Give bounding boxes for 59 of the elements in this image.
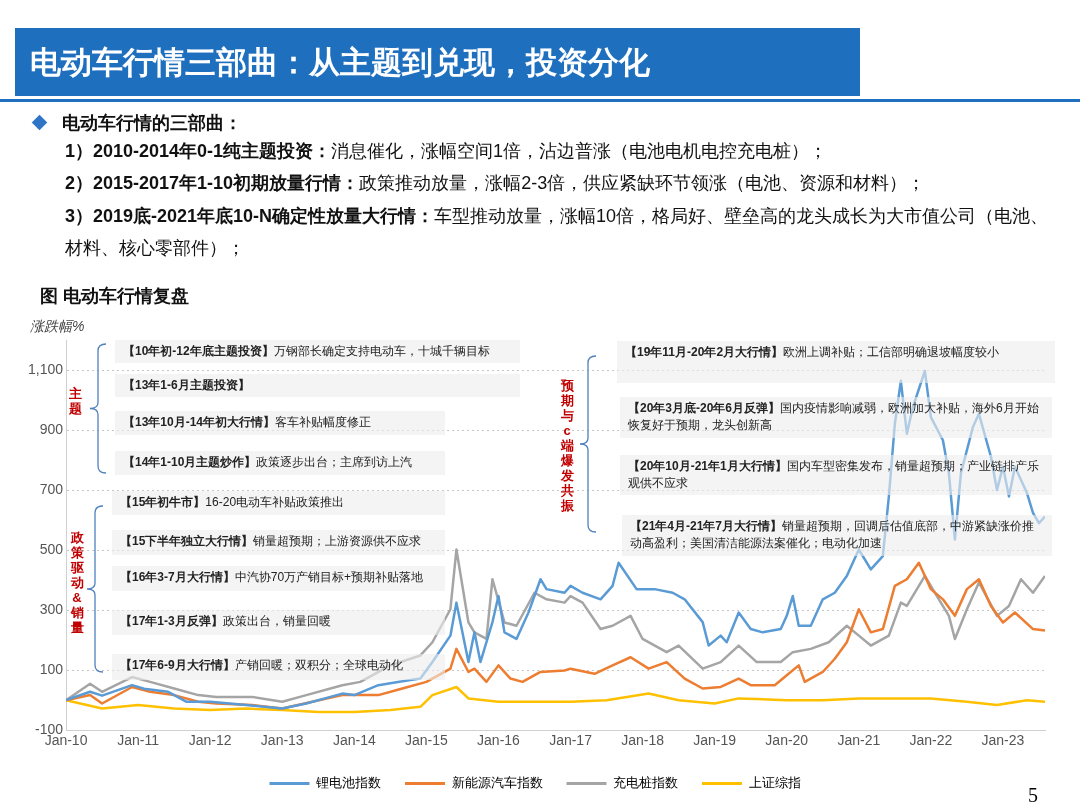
note-box: 【15下半年独立大行情】销量超预期；上游资源供不应求 — [112, 530, 445, 555]
text: 图 电动车行情复盘 — [40, 285, 190, 308]
text: 2）2015-2017年1-10初期放量行情：政策推动放量，涨幅2-3倍，供应紧缺环节领涨（电池、资源和材料）； — [65, 173, 926, 193]
annotation: 政策驱动&销量 — [70, 530, 84, 635]
legend-label: 新能源汽车指数 — [451, 775, 543, 791]
text: 3）2019底-2021年底10-N确定性放量大行情：车型推动放量，涨幅10倍，格局好、壁垒高的龙头成长为大市值公司（电池、材料、核心零部件）； — [65, 206, 1049, 258]
y-tick-label: 700 — [39, 480, 64, 497]
y-tick-label: 900 — [39, 420, 64, 437]
note-box: 【17年1-3月反弹】政策出台，销量回暖 — [112, 610, 445, 635]
x-tick-label: Jan-12 — [188, 732, 232, 749]
annotation: 【16年3-7月大行情】中汽协70万产销目标+预期补贴落地 — [120, 570, 424, 584]
note-box: 【17年6-9月大行情】产销回暖；双积分；全球电动化 — [112, 654, 445, 680]
x-tick-label: Jan-20 — [765, 732, 809, 749]
note-box: 【20年3月底-20年6月反弹】国内疫情影响减弱，欧洲加大补贴，海外6月开始恢复好于预期，龙头创新高 — [620, 397, 1052, 438]
chart-title: 电动车行情三部曲：从主题到兑现，投资分化 — [30, 44, 650, 82]
note-box: 【21年4月-21年7月大行情】销量超预期，回调后估值底部，中游紧缺涨价推动高盈利；美国清洁能源法案催化；电动化加速 — [622, 515, 1052, 556]
annotation: 【19年11月-20年2月大行情】欧洲上调补贴；工信部明确退坡幅度较小 — [625, 345, 1000, 359]
note-box: 【20年10月-21年1月大行情】国内车型密集发布，销量超预期；产业链排产乐观供不应求 — [620, 455, 1052, 495]
note-box: 【16年3-7月大行情】中汽协70万产销目标+预期补贴落地 — [112, 566, 445, 591]
x-tick-label: Jan-13 — [260, 732, 304, 749]
y-axis-title: 涨跌幅% — [30, 318, 85, 336]
legend-label: 锂电池指数 — [315, 775, 381, 791]
x-tick-label: Jan-19 — [693, 732, 737, 749]
annotation: 主题 — [68, 386, 82, 416]
annotation: 【13年1-6月主题投资】 — [123, 378, 250, 392]
text: 1）2010-2014年0-1纯主题投资：消息催化，涨幅空间1倍，沾边普涨（电池电机电控充电桩）； — [65, 141, 828, 161]
y-tick-label: 300 — [39, 601, 64, 617]
x-tick-label: Jan-23 — [981, 732, 1025, 749]
x-tick-label: Jan-11 — [117, 732, 160, 749]
legend-label: 上证综指 — [748, 775, 801, 791]
note-box: 【14年1-10月主题炒作】政策逐步出台；主席到访上汽 — [115, 451, 445, 475]
y-tick-label: 1,100 — [27, 360, 64, 377]
x-tick-label: Jan-17 — [549, 732, 593, 749]
y-tick-label: 100 — [39, 661, 64, 678]
annotation: 【13年10月-14年初大行情】客车补贴幅度修正 — [123, 415, 372, 429]
annotation: 【17年6-9月大行情】产销回暖；双积分；全球电动化 — [120, 658, 403, 672]
annotation: 【21年4月-21年7月大行情】销量超预期，回调后估值底部，中游紧缺涨价推动高盈利；美国清洁能源法案催化；电动化加速 — [630, 519, 1035, 550]
note-box: 【15年初牛市】16-20电动车补贴政策推出 — [112, 491, 445, 515]
annotation: 【15下半年独立大行情】销量超预期；上游资源供不应求 — [120, 534, 422, 548]
x-tick-label: Jan-16 — [477, 732, 521, 749]
x-tick-label: Jan-22 — [909, 732, 953, 749]
note-box: 【10年初-12年底主题投资】万钢部长确定支持电动车，十城千辆目标 — [115, 340, 520, 363]
x-tick-label: Jan-21 — [837, 732, 881, 749]
annotation: 【14年1-10月主题炒作】政策逐步出台；主席到访上汽 — [123, 455, 413, 469]
text: 5 — [1028, 784, 1038, 807]
x-tick-label: Jan-15 — [404, 732, 448, 749]
note-box: 【19年11月-20年2月大行情】欧洲上调补贴；工信部明确退坡幅度较小 — [617, 341, 1055, 383]
x-tick-label: Jan-18 — [621, 732, 665, 749]
legend-label: 充电桩指数 — [613, 775, 678, 791]
x-tick-label: Jan-14 — [332, 732, 376, 749]
chart-subtitle: 电动车行情的三部曲： — [62, 112, 242, 135]
annotation: 【10年初-12年底主题投资】万钢部长确定支持电动车，十城千辆目标 — [123, 344, 490, 358]
annotation: 【17年1-3月反弹】政策出台，销量回暖 — [120, 614, 331, 628]
y-tick-label: 500 — [39, 540, 64, 557]
annotation: 【15年初牛市】16-20电动车补贴政策推出 — [120, 495, 345, 509]
note-box: 【13年1-6月主题投资】 — [115, 374, 520, 397]
annotation: 【20年3月底-20年6月反弹】国内疫情影响减弱，欧洲加大补贴，海外6月开始恢复好于预期，龙头创新高 — [628, 401, 1039, 432]
note-box: 【13年10月-14年初大行情】客车补贴幅度修正 — [115, 411, 445, 435]
text: 预期与c端爆发共振 — [560, 378, 574, 513]
